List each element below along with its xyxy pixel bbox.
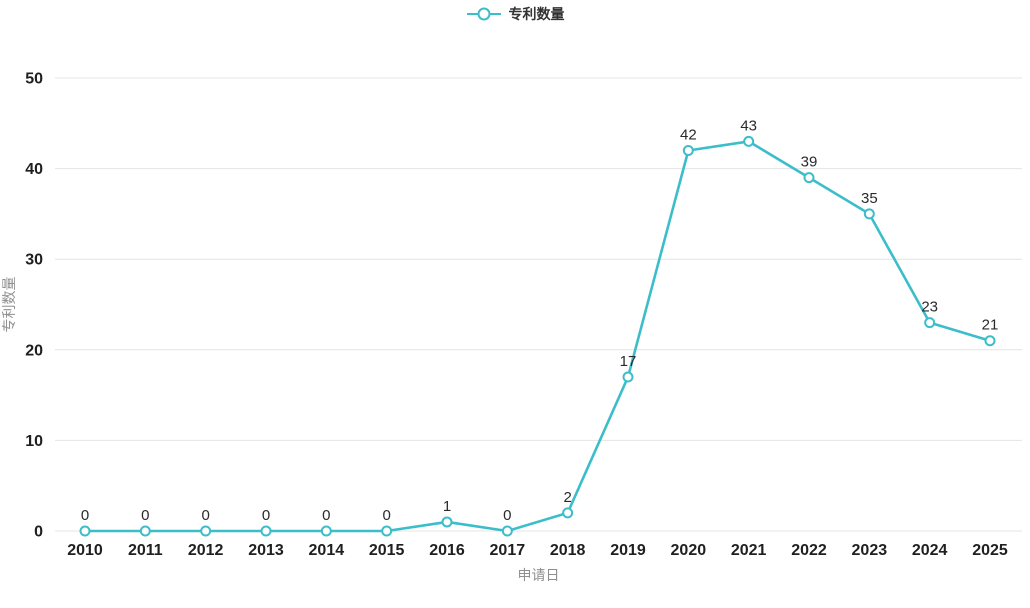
data-point-label: 39: [801, 154, 818, 171]
data-point-label: 2: [563, 489, 571, 506]
data-point-2012[interactable]: [200, 525, 212, 537]
x-axis-tick-label: 2015: [369, 542, 405, 559]
data-point-2015[interactable]: [381, 525, 393, 537]
data-point-label: 0: [262, 507, 270, 524]
x-axis-title: 申请日: [518, 567, 560, 583]
data-point-label: 1: [443, 498, 451, 515]
x-axis-tick-label: 2023: [852, 542, 888, 559]
x-axis-tick-label: 2021: [731, 542, 767, 559]
legend-line-marker-icon: [466, 7, 501, 21]
x-axis-tick-label: 2014: [309, 542, 345, 559]
data-point-label: 21: [982, 317, 999, 334]
data-point-2023[interactable]: [863, 208, 875, 220]
data-point-2018[interactable]: [562, 507, 574, 519]
series-line-patent-count: [83, 140, 992, 533]
data-point-label: 0: [382, 507, 390, 524]
y-axis-tick-label: 10: [25, 433, 43, 450]
data-point-2016[interactable]: [441, 516, 453, 528]
data-point-2014[interactable]: [320, 525, 332, 537]
x-axis-tick-label: 2012: [188, 542, 224, 559]
y-axis-tick-label: 40: [25, 161, 43, 178]
data-point-label: 35: [861, 190, 878, 207]
data-point-label: 0: [81, 507, 89, 524]
data-point-2010[interactable]: [79, 525, 91, 537]
legend-item-patent-count[interactable]: 专利数量: [466, 6, 565, 22]
y-axis-tick-label: 0: [34, 524, 43, 541]
data-point-2020[interactable]: [682, 144, 694, 156]
x-axis-tick-label: 2018: [550, 542, 586, 559]
data-point-label: 0: [201, 507, 209, 524]
data-point-2022[interactable]: [803, 172, 815, 184]
data-point-label: 0: [141, 507, 149, 524]
y-axis-title: 专利数量: [1, 277, 17, 333]
data-point-label: 17: [620, 353, 637, 370]
x-axis-tick-label: 2013: [248, 542, 284, 559]
data-point-2017[interactable]: [501, 525, 513, 537]
data-point-2019[interactable]: [622, 371, 634, 383]
x-axis-tick-label: 2019: [610, 542, 646, 559]
y-axis-tick-label: 30: [25, 252, 43, 269]
x-axis-tick-label: 2017: [490, 542, 526, 559]
data-point-label: 42: [680, 126, 697, 143]
x-axis-tick-label: 2022: [791, 542, 827, 559]
x-axis-tick-label: 2024: [912, 542, 948, 559]
data-point-2021[interactable]: [743, 135, 755, 147]
x-axis-tick-label: 2016: [429, 542, 465, 559]
data-point-2011[interactable]: [139, 525, 151, 537]
x-axis-tick-label: 2020: [671, 542, 707, 559]
x-axis-tick-label: 2011: [128, 542, 163, 559]
data-point-2013[interactable]: [260, 525, 272, 537]
y-axis-tick-label: 20: [25, 342, 43, 359]
data-point-label: 43: [740, 117, 757, 134]
data-point-2024[interactable]: [924, 317, 936, 329]
x-axis-tick-label: 2025: [972, 542, 1008, 559]
y-axis-tick-label: 50: [25, 71, 43, 88]
data-point-label: 0: [322, 507, 330, 524]
data-point-label: 0: [503, 507, 511, 524]
legend: 专利数量: [0, 6, 1030, 22]
legend-label: 专利数量: [508, 6, 565, 22]
data-point-label: 23: [921, 299, 938, 316]
x-axis-tick-label: 2010: [67, 542, 103, 559]
data-point-2025[interactable]: [984, 335, 996, 347]
